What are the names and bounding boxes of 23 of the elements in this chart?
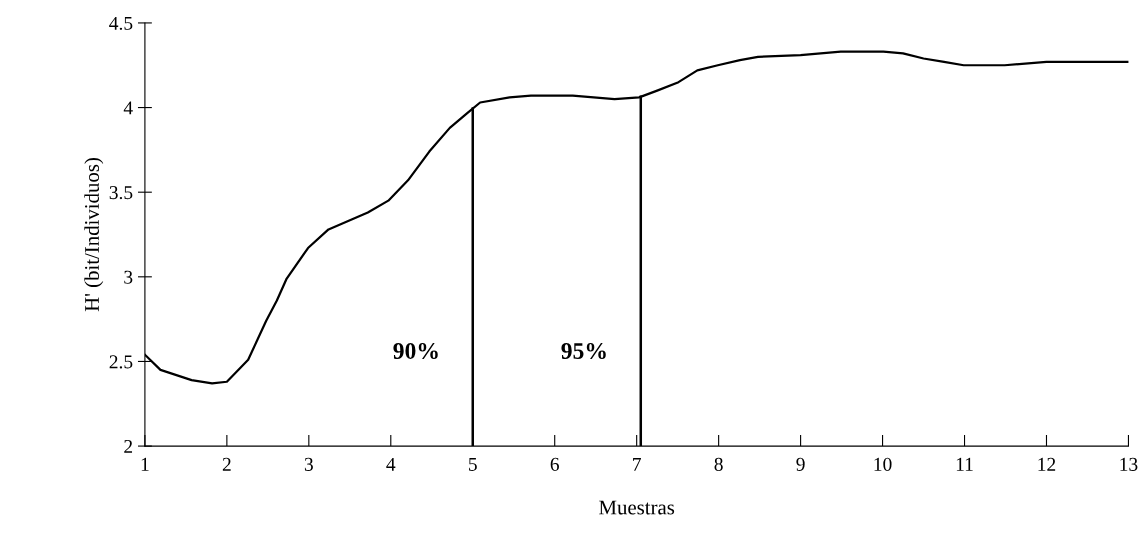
x-tick-label: 7 — [633, 457, 641, 471]
x-tick-label: 2 — [222, 457, 231, 471]
annotation: 90% — [393, 342, 438, 359]
x-tick-label: 6 — [550, 457, 559, 471]
x-tick-label: 12 — [1038, 457, 1056, 471]
y-tick-label: 2.5 — [109, 355, 133, 369]
x-tick-label: 3 — [304, 457, 313, 471]
y-tick-label: 2 — [124, 439, 133, 453]
x-tick-label: 4 — [386, 457, 396, 471]
x-tick-label: 13 — [1120, 457, 1138, 471]
x-tick-label: 10 — [874, 457, 892, 471]
y-tick-label: 4 — [123, 101, 133, 115]
y-axis-title: H' (bit/Individuos) — [84, 158, 104, 312]
x-axis-title: Muestras — [599, 500, 675, 515]
x-tick-label: 5 — [469, 457, 477, 471]
x-tick-label: 9 — [796, 457, 805, 471]
y-tick-label: 3 — [124, 270, 133, 284]
x-tick-label: 11 — [956, 457, 973, 471]
annotation: 95% — [561, 342, 606, 359]
x-tick-label: 8 — [714, 457, 723, 471]
y-tick-label: 4.5 — [109, 16, 133, 30]
x-tick-label: 1 — [141, 457, 149, 471]
y-tick-label: 3.5 — [109, 186, 133, 200]
